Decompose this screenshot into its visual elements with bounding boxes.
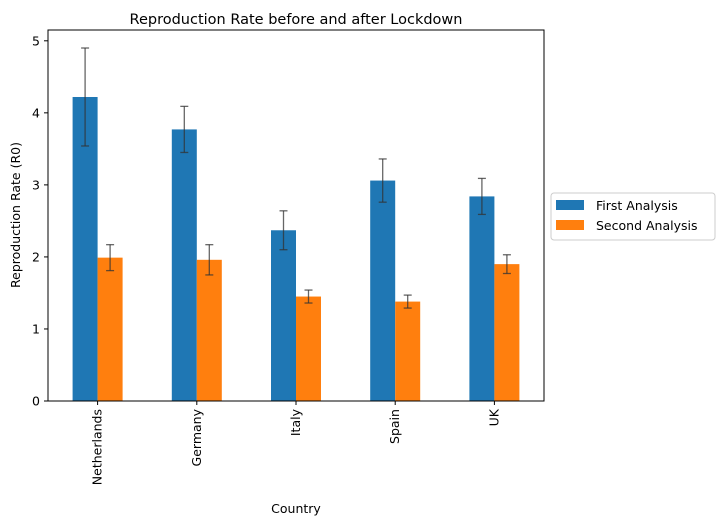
bars-layer <box>72 96 520 402</box>
y-tick-label: 4 <box>32 105 40 120</box>
error-bar-first-netherlands <box>81 47 90 147</box>
legend-swatch <box>556 220 584 230</box>
y-axis: 0 1 2 3 4 5 <box>32 33 48 409</box>
bar-first-uk <box>469 196 495 401</box>
x-tick-label: Italy <box>288 408 303 436</box>
legend-label: Second Analysis <box>596 218 697 233</box>
x-axis: Netherlands Germany Italy Spain UK <box>90 401 501 485</box>
errorbars-layer <box>81 47 511 309</box>
error-bar-second-netherlands <box>106 244 115 272</box>
bar-first-netherlands <box>72 96 98 401</box>
error-bar-second-uk <box>502 254 511 275</box>
bar-first-germany <box>171 129 197 402</box>
legend-label: First Analysis <box>596 198 678 213</box>
legend-frame <box>550 192 716 241</box>
bar-second-germany <box>196 259 222 401</box>
y-tick-label: 3 <box>32 177 40 192</box>
bar-second-netherlands <box>97 257 123 401</box>
chart-title: Reproduction Rate before and after Lockd… <box>130 12 463 28</box>
x-tick-label: Netherlands <box>90 409 105 485</box>
bar-second-spain <box>395 301 421 401</box>
x-tick-label: Germany <box>189 408 204 466</box>
error-bar-first-germany <box>180 105 189 154</box>
legend-swatch <box>556 200 584 210</box>
y-tick-label: 2 <box>32 249 40 264</box>
error-bar-first-uk <box>477 177 486 216</box>
y-tick-label: 1 <box>32 321 40 336</box>
bar-first-italy <box>271 230 296 401</box>
y-tick-label: 0 <box>32 394 40 409</box>
error-bar-second-italy <box>304 289 313 304</box>
error-bar-second-germany <box>205 244 214 276</box>
x-tick-label: Spain <box>387 409 402 444</box>
error-bar-first-spain <box>378 158 387 203</box>
bar-first-spain <box>370 180 396 401</box>
bar-second-italy <box>296 296 321 401</box>
y-tick-label: 5 <box>32 33 40 48</box>
y-axis-label: Reproduction Rate (R0) <box>8 142 23 288</box>
error-bar-second-spain <box>403 294 412 309</box>
x-tick-label: UK <box>486 408 501 426</box>
bar-second-uk <box>494 264 520 401</box>
x-axis-label: Country <box>271 501 321 516</box>
error-bar-first-italy <box>279 210 288 251</box>
legend: First Analysis Second Analysis <box>550 192 716 241</box>
